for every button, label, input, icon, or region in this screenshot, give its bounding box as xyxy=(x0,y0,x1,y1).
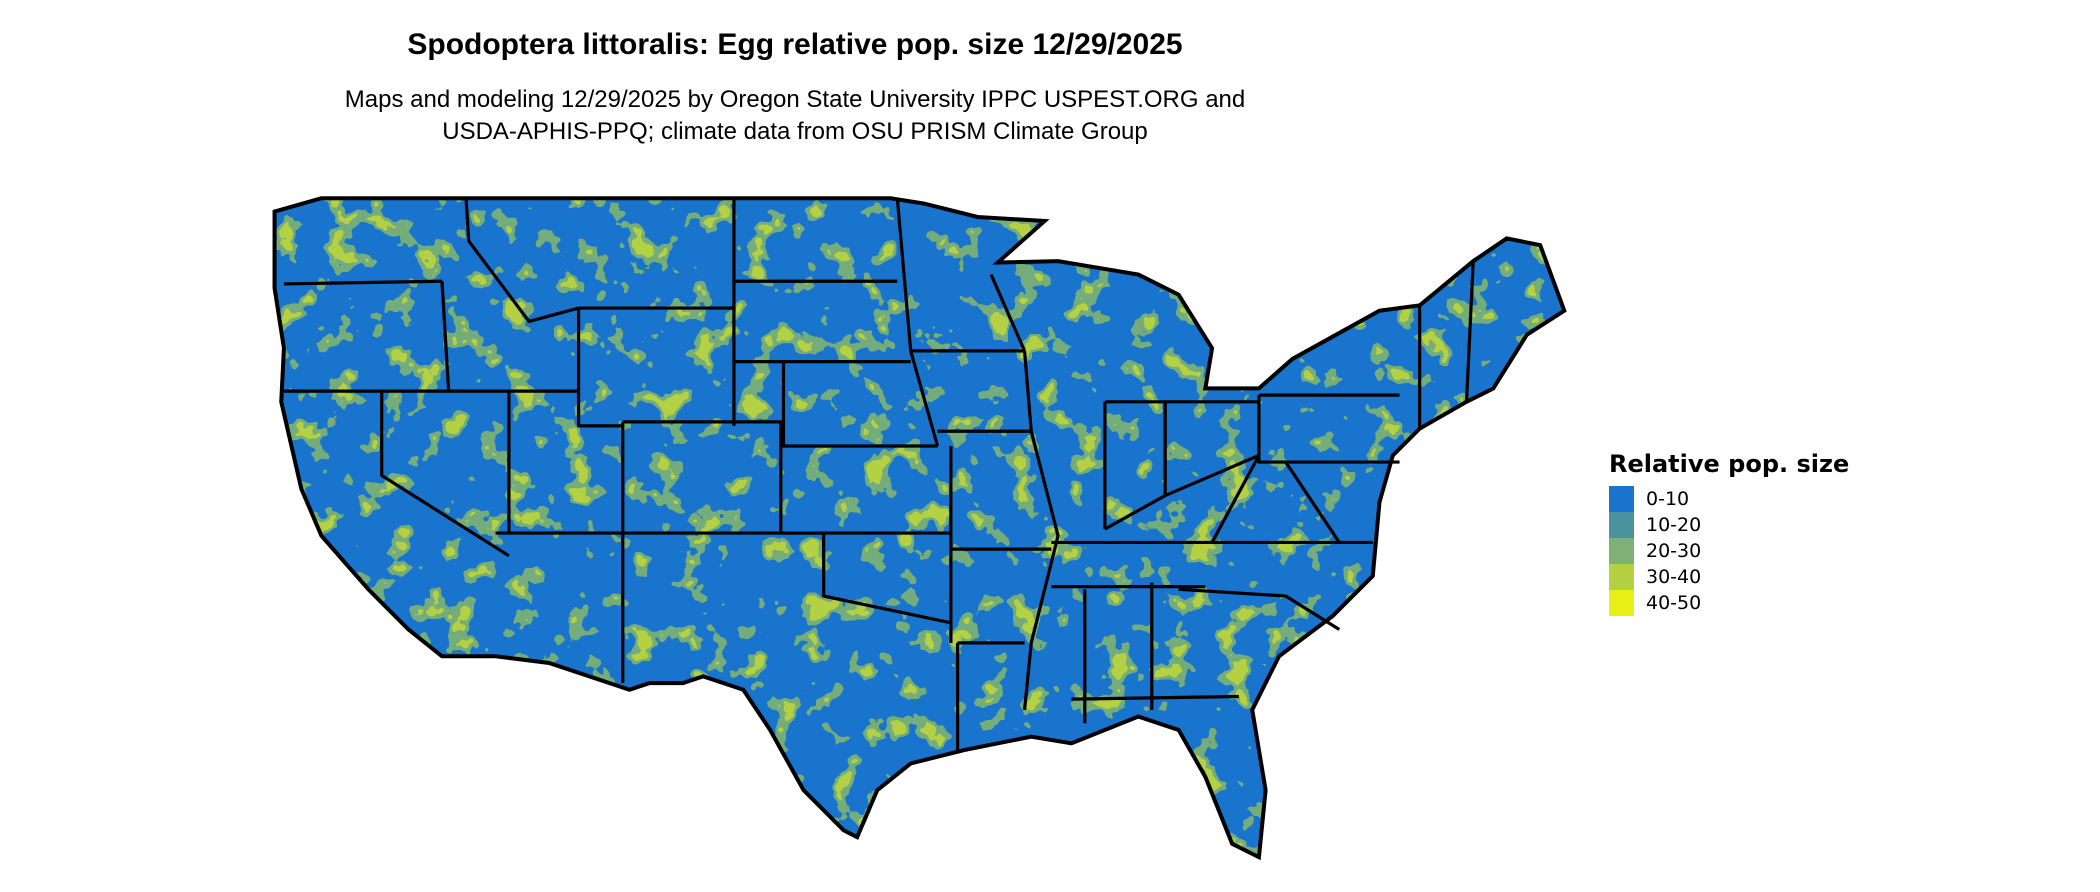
state-border xyxy=(380,391,510,558)
legend-label: 0-10 xyxy=(1646,488,1690,510)
national-border xyxy=(272,196,1567,861)
state-border xyxy=(1071,694,1239,701)
state-border xyxy=(283,279,442,286)
legend-item: 30-40 xyxy=(1609,564,1849,590)
state-border xyxy=(440,281,451,392)
map-subtitle: Maps and modeling 12/29/2025 by Oregon S… xyxy=(0,84,1590,148)
legend-label: 40-50 xyxy=(1646,592,1702,614)
legend-item: 10-20 xyxy=(1609,512,1849,538)
legend-item: 0-10 xyxy=(1609,486,1849,512)
state-border xyxy=(1178,587,1341,631)
state-border xyxy=(1257,395,1400,464)
legend-item: 40-50 xyxy=(1609,590,1849,616)
state-border xyxy=(1104,453,1260,531)
state-border xyxy=(622,420,783,534)
legend-swatch xyxy=(1609,590,1634,616)
subtitle-line-2: USDA-APHIS-PPQ; climate data from OSU PR… xyxy=(442,118,1148,145)
legend-swatch xyxy=(1609,564,1634,590)
state-border xyxy=(895,198,940,447)
legend-swatch xyxy=(1609,538,1634,564)
subtitle-line-1: Maps and modeling 12/29/2025 by Oregon S… xyxy=(344,86,1246,113)
state-borders xyxy=(281,198,1475,751)
state-border xyxy=(1022,350,1060,711)
legend-title: Relative pop. size xyxy=(1609,450,1850,478)
state-border xyxy=(1464,261,1475,402)
legend-label: 30-40 xyxy=(1646,566,1702,588)
map-title: Spodoptera littoralis: Egg relative pop.… xyxy=(407,28,1183,61)
state-border xyxy=(576,308,623,428)
legend-label: 20-30 xyxy=(1646,540,1702,562)
state-border xyxy=(1284,461,1341,544)
state-border xyxy=(464,198,579,324)
legend-item: 20-30 xyxy=(1609,538,1849,564)
legend-swatch xyxy=(1609,486,1634,512)
legend: Relative pop. size 0-10 10-20 20-30 30-40 40… xyxy=(1609,450,1849,616)
state-border xyxy=(781,361,938,448)
state-border xyxy=(989,273,1027,352)
state-border xyxy=(1210,454,1261,544)
legend-swatch xyxy=(1609,512,1634,538)
legend-label: 10-20 xyxy=(1646,514,1702,536)
